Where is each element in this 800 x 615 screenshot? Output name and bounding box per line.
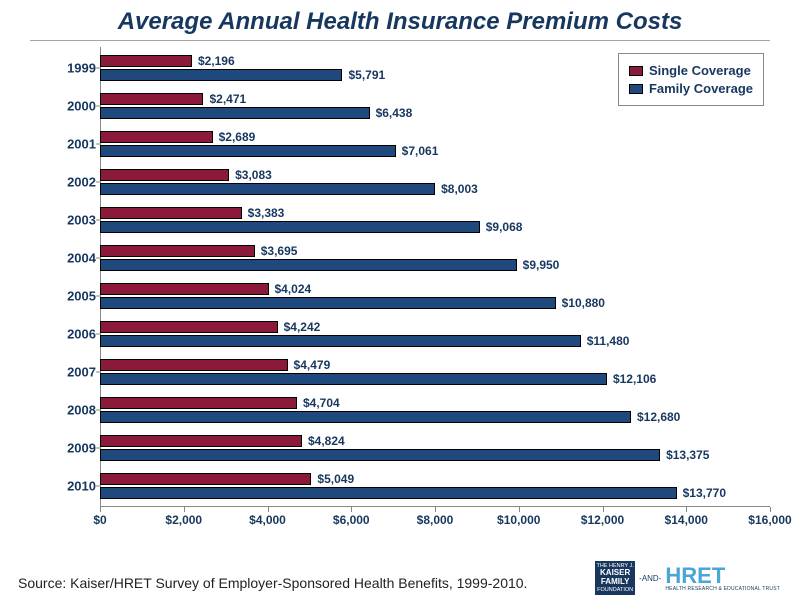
- bar: [100, 397, 297, 409]
- bar: [100, 169, 229, 181]
- bar: [100, 145, 396, 157]
- x-tick-label: $12,000: [581, 513, 624, 527]
- bar-value-label: $9,068: [486, 220, 523, 234]
- bar-value-label: $4,024: [275, 282, 312, 296]
- legend-label: Family Coverage: [649, 81, 753, 96]
- y-tick-label: 2007: [52, 365, 96, 380]
- legend-swatch: [629, 84, 643, 94]
- y-tick-label: 2001: [52, 137, 96, 152]
- bar: [100, 69, 342, 81]
- y-tick-label: 1999: [52, 61, 96, 76]
- y-tick-label: 2009: [52, 441, 96, 456]
- x-tick-mark: [519, 507, 520, 512]
- source-citation: Source: Kaiser/HRET Survey of Employer-S…: [18, 575, 527, 591]
- bar-value-label: $11,480: [587, 334, 630, 348]
- bar-value-label: $4,824: [308, 434, 345, 448]
- bar: [100, 107, 370, 119]
- title-divider: [30, 40, 770, 41]
- x-tick-mark: [184, 507, 185, 512]
- bar: [100, 245, 255, 257]
- bar: [100, 359, 288, 371]
- bar: [100, 487, 677, 499]
- bar-value-label: $5,791: [348, 68, 385, 82]
- kaiser-logo: THE HENRY J. KAISER FAMILY FOUNDATION: [595, 561, 635, 595]
- bar-value-label: $2,689: [219, 130, 256, 144]
- bar: [100, 411, 631, 423]
- bar-value-label: $12,106: [613, 372, 656, 386]
- x-tick-label: $6,000: [333, 513, 370, 527]
- bar: [100, 55, 192, 67]
- y-tick-label: 2004: [52, 251, 96, 266]
- bar-value-label: $13,375: [666, 448, 709, 462]
- x-tick-mark: [603, 507, 604, 512]
- legend-item: Single Coverage: [629, 63, 753, 78]
- y-tick-label: 2003: [52, 213, 96, 228]
- y-tick-label: 2005: [52, 289, 96, 304]
- legend-swatch: [629, 66, 643, 76]
- bar: [100, 207, 242, 219]
- x-tick-label: $16,000: [748, 513, 791, 527]
- bar: [100, 297, 556, 309]
- x-tick-label: $8,000: [417, 513, 454, 527]
- bar: [100, 449, 660, 461]
- x-tick-label: $10,000: [497, 513, 540, 527]
- bar: [100, 321, 278, 333]
- x-tick-label: $2,000: [165, 513, 202, 527]
- bar-value-label: $5,049: [317, 472, 354, 486]
- chart-title: Average Annual Health Insurance Premium …: [0, 8, 800, 36]
- y-tick-label: 2006: [52, 327, 96, 342]
- bar-value-label: $4,479: [294, 358, 331, 372]
- legend-item: Family Coverage: [629, 81, 753, 96]
- y-tick-label: 2000: [52, 99, 96, 114]
- logo-and-text: -AND-: [639, 574, 661, 583]
- bar: [100, 435, 302, 447]
- plot-area: 1999200020012002200320042005200620072008…: [100, 47, 770, 507]
- x-tick-mark: [686, 507, 687, 512]
- x-tick-mark: [268, 507, 269, 512]
- bar-value-label: $7,061: [402, 144, 439, 158]
- bar: [100, 131, 213, 143]
- bar: [100, 283, 269, 295]
- bar: [100, 259, 517, 271]
- bar-value-label: $6,438: [376, 106, 413, 120]
- bar-value-label: $9,950: [523, 258, 560, 272]
- logo-block: THE HENRY J. KAISER FAMILY FOUNDATION -A…: [595, 561, 780, 595]
- x-tick-label: $0: [93, 513, 106, 527]
- bar: [100, 183, 435, 195]
- legend-label: Single Coverage: [649, 63, 751, 78]
- hret-logo: HRET HEALTH RESEARCH & EDUCATIONAL TRUST: [665, 565, 780, 592]
- chart-area: 1999200020012002200320042005200620072008…: [100, 47, 770, 507]
- legend: Single Coverage Family Coverage: [618, 53, 764, 106]
- x-tick-mark: [435, 507, 436, 512]
- bar-value-label: $8,003: [441, 182, 478, 196]
- bar-value-label: $3,383: [248, 206, 285, 220]
- bar-value-label: $3,083: [235, 168, 272, 182]
- y-tick-label: 2010: [52, 479, 96, 494]
- bar-value-label: $13,770: [683, 486, 726, 500]
- bar-value-label: $4,704: [303, 396, 340, 410]
- x-tick-label: $4,000: [249, 513, 286, 527]
- x-tick-mark: [351, 507, 352, 512]
- x-tick-mark: [100, 507, 101, 512]
- bar-value-label: $10,880: [562, 296, 605, 310]
- bar: [100, 473, 311, 485]
- y-axis-labels: 1999 2000 2001 2002 2003 2004 2005 2006 2007 2008…: [52, 47, 96, 507]
- bar-value-label: $4,242: [284, 320, 321, 334]
- x-tick-mark: [770, 507, 771, 512]
- bar-value-label: $2,196: [198, 54, 235, 68]
- bar-value-label: $2,471: [209, 92, 246, 106]
- bar-value-label: $12,680: [637, 410, 680, 424]
- x-tick-label: $14,000: [665, 513, 708, 527]
- bar: [100, 221, 480, 233]
- bar: [100, 335, 581, 347]
- y-tick-label: 2002: [52, 175, 96, 190]
- bar: [100, 93, 203, 105]
- y-tick-label: 2008: [52, 403, 96, 418]
- bar: [100, 373, 607, 385]
- bar-value-label: $3,695: [261, 244, 298, 258]
